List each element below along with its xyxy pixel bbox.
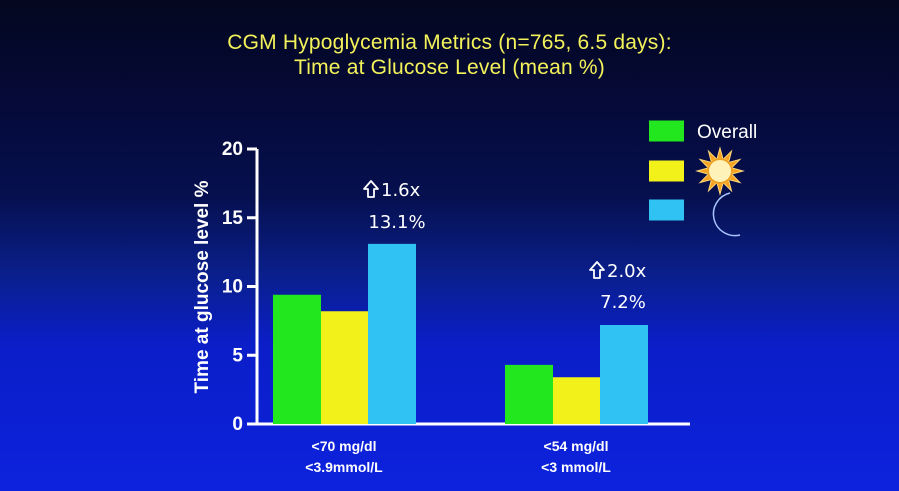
annotation-ratio: 1.6x (381, 180, 421, 201)
annotation-value: 7.2% (600, 292, 646, 313)
sun-ray (732, 167, 745, 175)
sun-ray (695, 167, 708, 175)
x-tick-label: <3.9mmol/L (305, 459, 383, 475)
legend-swatch (649, 160, 684, 182)
moon-crescent (712, 192, 741, 237)
sun-ray (716, 146, 724, 159)
bar (368, 243, 416, 424)
y-tick-label: 5 (232, 345, 243, 366)
chart-title-line-1: CGM Hypoglycemia Metrics (n=765, 6.5 day… (227, 31, 672, 54)
bar (600, 325, 648, 424)
y-tick-label: 15 (222, 208, 244, 229)
bar (553, 377, 601, 424)
y-tick-label: 0 (232, 414, 243, 435)
annotation-value: 13.1% (368, 212, 425, 233)
sun-ray (716, 183, 724, 196)
legend: Overall (649, 120, 757, 237)
legend-swatch (649, 199, 684, 221)
annotation-ratio: 2.0x (607, 261, 647, 282)
y-tick-label: 20 (222, 139, 243, 160)
chart-title-line-2: Time at Glucose Level (mean %) (293, 56, 605, 79)
bar (505, 364, 553, 424)
x-tick-label: <70 mg/dl (312, 438, 377, 454)
up-arrow-icon (363, 180, 379, 198)
bar (273, 294, 321, 424)
y-axis-label: Time at glucose level % (192, 180, 213, 393)
x-tick-label: <3 mmol/L (541, 459, 611, 475)
legend-swatch (649, 120, 684, 142)
bar (321, 311, 369, 424)
sun-disc (707, 158, 733, 184)
sun-icon (695, 146, 745, 196)
x-tick-label: <54 mg/dl (544, 438, 609, 454)
bars (273, 243, 648, 424)
up-arrow-icon (589, 261, 605, 279)
y-tick-label: 10 (222, 277, 243, 298)
annotations: 1.6x 13.1% 2.0x 7.2% (363, 180, 647, 313)
moon-icon (712, 192, 741, 237)
chart-title: CGM Hypoglycemia Metrics (n=765, 6.5 day… (0, 30, 899, 80)
legend-label: Overall (697, 122, 757, 143)
